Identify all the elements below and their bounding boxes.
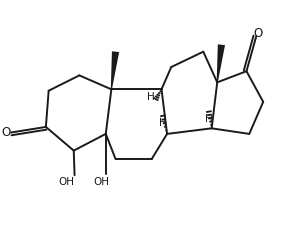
Text: O: O (253, 27, 262, 39)
Text: H: H (147, 92, 155, 102)
Text: H: H (159, 117, 167, 127)
Text: O: O (1, 125, 11, 138)
Text: H: H (205, 113, 213, 123)
Polygon shape (111, 52, 119, 90)
Text: OH: OH (59, 176, 75, 186)
Polygon shape (217, 45, 225, 83)
Text: OH: OH (94, 176, 110, 186)
